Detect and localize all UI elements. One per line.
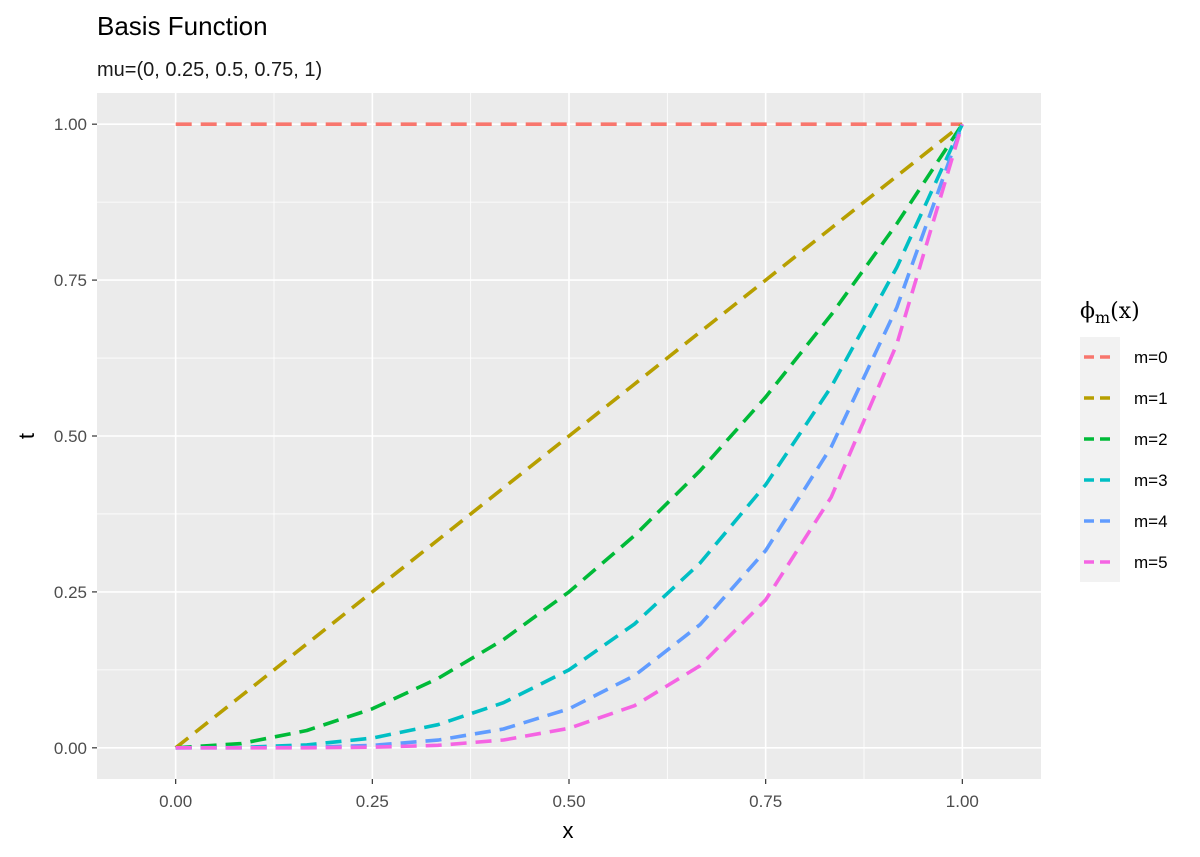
legend-label-m=3: m=3	[1134, 471, 1168, 490]
series-line-m=1	[174, 122, 964, 750]
y-tick-label: 0.75	[54, 271, 87, 290]
x-tick-label: 0.00	[159, 792, 192, 811]
y-tick-label: 1.00	[54, 115, 87, 134]
y-axis-title: t	[14, 433, 39, 439]
y-tick-label: 0.50	[54, 427, 87, 446]
x-axis-title: x	[563, 818, 574, 843]
series-line-m=5	[175, 123, 965, 750]
legend-label-m=0: m=0	[1134, 348, 1168, 367]
legend-label-m=1: m=1	[1134, 389, 1168, 408]
legend-label-m=5: m=5	[1134, 553, 1168, 572]
y-tick-label: 0.25	[54, 583, 87, 602]
x-tick-label: 0.75	[749, 792, 782, 811]
series-lines	[174, 122, 965, 750]
legend-label-m=2: m=2	[1134, 430, 1168, 449]
legend-label-m=4: m=4	[1134, 512, 1168, 531]
x-tick-label: 0.50	[552, 792, 585, 811]
y-tick-label: 0.00	[54, 739, 87, 758]
x-tick-label: 0.25	[356, 792, 389, 811]
y-axis: 0.00 0.25 0.50 0.75 1.00	[54, 115, 97, 758]
legend: ϕm(x) m=0 m=1 m=2 m=3 m=4 m=5	[1080, 299, 1168, 582]
x-axis: 0.00 0.25 0.50 0.75 1.00	[159, 779, 979, 811]
series-line-m=2	[175, 123, 964, 750]
legend-key-background	[1080, 337, 1120, 582]
series-line-m=3	[175, 123, 964, 750]
legend-title: ϕm(x)	[1080, 299, 1140, 327]
chart-title: Basis Function	[97, 11, 268, 41]
x-tick-label: 1.00	[946, 792, 979, 811]
chart-subtitle: mu=(0, 0.25, 0.5, 0.75, 1)	[97, 59, 322, 81]
